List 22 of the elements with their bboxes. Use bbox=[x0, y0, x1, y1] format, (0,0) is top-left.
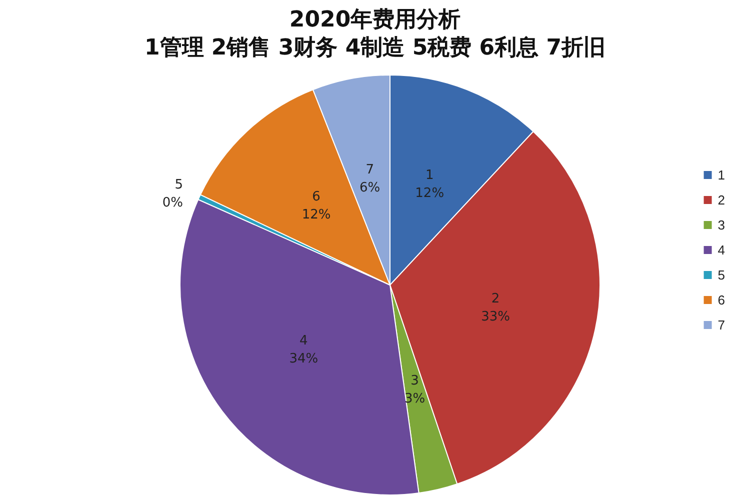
data-label: 33% bbox=[481, 309, 510, 324]
data-label: 34% bbox=[289, 351, 318, 366]
slice-label: 3 bbox=[410, 374, 419, 389]
slice-label: 2 bbox=[491, 291, 500, 306]
data-label: 12% bbox=[302, 208, 331, 223]
legend-label: 5 bbox=[718, 268, 726, 282]
legend-label: 1 bbox=[718, 168, 726, 182]
slice-label: 4 bbox=[300, 333, 308, 348]
data-label: 12% bbox=[415, 186, 444, 202]
legend-label: 4 bbox=[718, 242, 726, 258]
legend-label: 7 bbox=[718, 318, 726, 332]
data-label: 0% bbox=[162, 195, 184, 210]
slice-label: 6 bbox=[312, 190, 320, 205]
slice-label: 1 bbox=[425, 168, 434, 184]
legend-label: 3 bbox=[718, 218, 726, 232]
legend-label: 6 bbox=[718, 292, 726, 308]
chart-title: 2020年费用分析 bbox=[289, 8, 461, 32]
slice-label: 7 bbox=[366, 162, 374, 178]
legend-label: 2 bbox=[718, 192, 726, 208]
data-label: 6% bbox=[360, 180, 380, 196]
chart-subtitle: 1管理 2销售 3财务 4制造 5税费 6利息 7折旧 bbox=[144, 36, 606, 60]
slice-label: 5 bbox=[174, 177, 184, 192]
